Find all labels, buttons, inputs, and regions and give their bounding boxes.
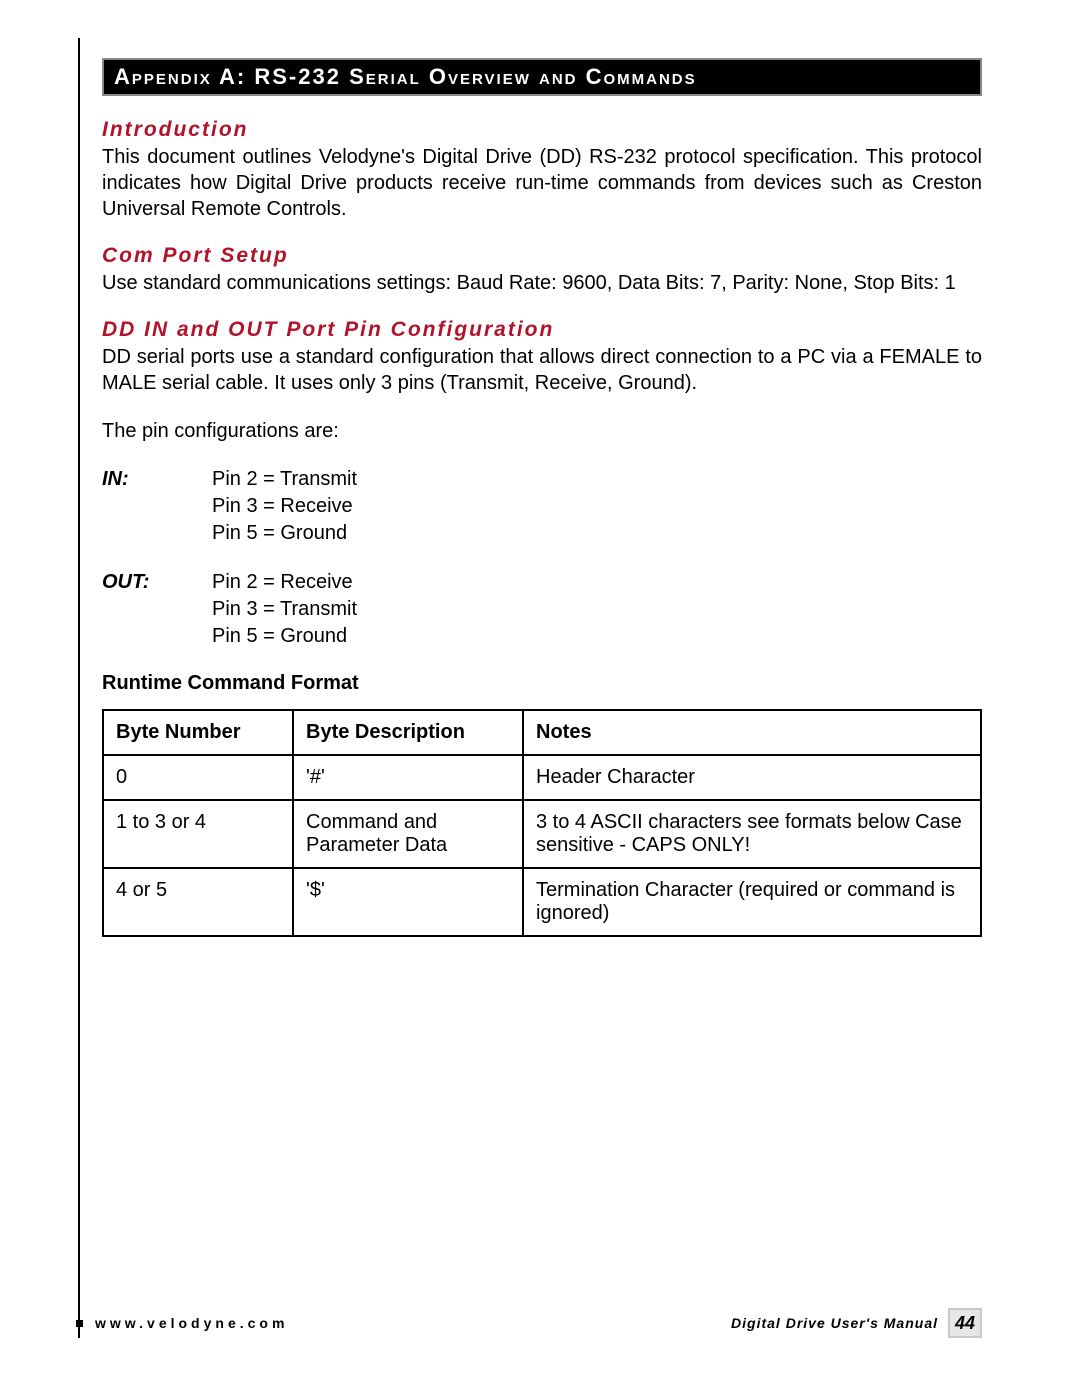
table-row: 1 to 3 or 4 Command and Parameter Data 3…	[103, 800, 981, 868]
appendix-header: Appendix A: RS-232 Serial Overview and C…	[102, 58, 982, 96]
footer-url: www.velodyne.com	[95, 1315, 288, 1331]
comport-body: Use standard communications settings: Ba…	[102, 270, 982, 296]
table-header-row: Byte Number Byte Description Notes	[103, 710, 981, 755]
col-notes: Notes	[523, 710, 981, 755]
col-byte-number: Byte Number	[103, 710, 293, 755]
table-row: 4 or 5 '$' Termination Character (requir…	[103, 868, 981, 936]
cell: 0	[103, 755, 293, 800]
pin-out-block: OUT: Pin 2 = Receive Pin 3 = Transmit Pi…	[102, 569, 1004, 650]
cell: Command and Parameter Data	[293, 800, 523, 868]
appendix-title: Appendix A: RS-232 Serial Overview and C…	[114, 64, 697, 90]
pin-out-5: Pin 5 = Ground	[212, 623, 357, 650]
pin-in-3: Pin 3 = Receive	[212, 493, 357, 520]
pin-in-2: Pin 2 = Transmit	[212, 466, 357, 493]
pinconfig-body1: DD serial ports use a standard configura…	[102, 344, 982, 396]
pin-in-block: IN: Pin 2 = Transmit Pin 3 = Receive Pin…	[102, 466, 1004, 547]
cell: Termination Character (required or comma…	[523, 868, 981, 936]
page-footer: www.velodyne.com Digital Drive User's Ma…	[80, 1308, 982, 1338]
runtime-table: Byte Number Byte Description Notes 0 '#'…	[102, 709, 982, 937]
pin-out-3: Pin 3 = Transmit	[212, 596, 357, 623]
footer-right: Digital Drive User's Manual 44	[731, 1308, 982, 1338]
heading-comport: Com Port Setup	[102, 244, 1004, 268]
table-row: 0 '#' Header Character	[103, 755, 981, 800]
pin-out-2: Pin 2 = Receive	[212, 569, 357, 596]
page-number-text: 44	[955, 1313, 975, 1334]
cell: 4 or 5	[103, 868, 293, 936]
pin-in-values: Pin 2 = Transmit Pin 3 = Receive Pin 5 =…	[212, 466, 357, 547]
pin-out-label: OUT:	[102, 569, 212, 650]
heading-pinconfig: DD IN and OUT Port Pin Configuration	[102, 318, 1004, 342]
footer-left: www.velodyne.com	[80, 1315, 288, 1331]
intro-body: This document outlines Velodyne's Digita…	[102, 144, 982, 222]
cell: Header Character	[523, 755, 981, 800]
pin-out-values: Pin 2 = Receive Pin 3 = Transmit Pin 5 =…	[212, 569, 357, 650]
cell: '#'	[293, 755, 523, 800]
pin-in-5: Pin 5 = Ground	[212, 520, 357, 547]
pinconfig-body2: The pin configurations are:	[102, 418, 982, 444]
page-content: Appendix A: RS-232 Serial Overview and C…	[78, 38, 1004, 1338]
cell: 3 to 4 ASCII characters see formats belo…	[523, 800, 981, 868]
pin-in-label: IN:	[102, 466, 212, 547]
footer-dot-icon	[76, 1320, 83, 1327]
footer-manual: Digital Drive User's Manual	[731, 1315, 938, 1331]
heading-introduction: Introduction	[102, 118, 1004, 142]
col-byte-description: Byte Description	[293, 710, 523, 755]
page-number: 44	[948, 1308, 982, 1338]
cell: 1 to 3 or 4	[103, 800, 293, 868]
heading-runtime: Runtime Command Format	[102, 672, 1004, 695]
cell: '$'	[293, 868, 523, 936]
